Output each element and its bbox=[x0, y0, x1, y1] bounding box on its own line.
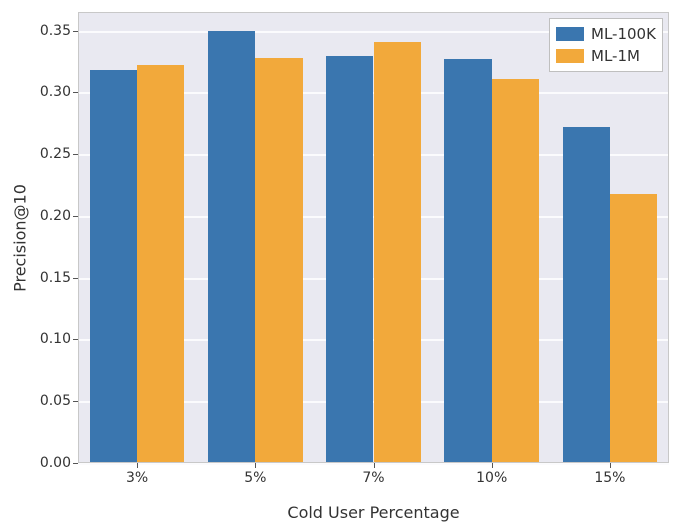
bar-ml-1m bbox=[610, 194, 657, 463]
legend-label: ML-100K bbox=[591, 25, 656, 43]
ytick-mark bbox=[73, 463, 78, 464]
ytick-mark bbox=[73, 31, 78, 32]
xtick-mark bbox=[374, 463, 375, 468]
legend-item: ML-1M bbox=[556, 47, 656, 65]
precision-chart: 0.000.050.100.150.200.250.300.353%5%7%10… bbox=[0, 0, 685, 525]
legend: ML-100K ML-1M bbox=[549, 18, 663, 72]
legend-swatch bbox=[556, 49, 584, 63]
bar-ml-100k bbox=[326, 56, 373, 463]
xtick-mark bbox=[610, 463, 611, 468]
bar-ml-100k bbox=[90, 70, 137, 463]
xtick-mark bbox=[255, 463, 256, 468]
legend-label: ML-1M bbox=[591, 47, 640, 65]
ytick-mark bbox=[73, 401, 78, 402]
xtick-mark bbox=[492, 463, 493, 468]
legend-item: ML-100K bbox=[556, 25, 656, 43]
ytick-mark bbox=[73, 339, 78, 340]
xtick-mark bbox=[137, 463, 138, 468]
bar-ml-1m bbox=[374, 42, 421, 463]
bar-ml-1m bbox=[137, 65, 184, 463]
bar-ml-1m bbox=[492, 79, 539, 463]
plot-area: 0.000.050.100.150.200.250.300.353%5%7%10… bbox=[78, 12, 669, 463]
bar-ml-100k bbox=[208, 31, 255, 463]
ytick-mark bbox=[73, 92, 78, 93]
x-axis-label: Cold User Percentage bbox=[287, 503, 459, 522]
bar-ml-100k bbox=[563, 127, 610, 463]
legend-swatch bbox=[556, 27, 584, 41]
bar-ml-1m bbox=[255, 58, 302, 463]
bar-ml-100k bbox=[444, 59, 491, 463]
ytick-mark bbox=[73, 216, 78, 217]
y-axis-label: Precision@10 bbox=[11, 184, 30, 292]
ytick-mark bbox=[73, 278, 78, 279]
ytick-mark bbox=[73, 154, 78, 155]
